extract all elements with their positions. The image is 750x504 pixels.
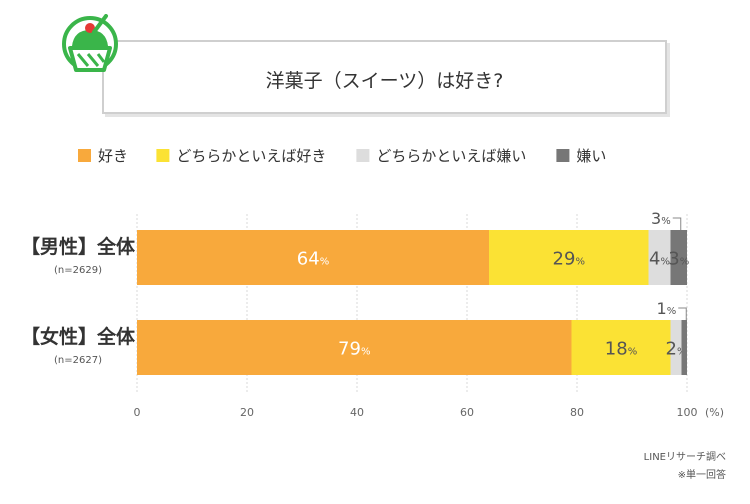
callout-leader-line [672,217,682,230]
callout-label: 1% [657,299,677,318]
legend-swatch [356,149,370,162]
x-tick-label: 0 [134,406,141,419]
bar-segment [489,230,649,285]
bar-segment [571,320,671,375]
legend-swatch [556,149,570,162]
data-label: 64% [297,249,329,270]
legend-label: 嫌い [576,147,606,165]
callout-leader-line [678,307,687,320]
bar-segment [137,320,572,375]
x-tick-label: 20 [240,406,254,419]
answer-type-note: ※単一回答 [677,470,726,481]
chart-title: 洋菓子（スイーツ）は好き? [265,70,504,92]
x-axis-unit: (%) [705,406,724,419]
bar-segment [137,230,489,285]
category-label: 【女性】全体 [21,325,136,348]
sweets-logo-icon [62,14,118,72]
x-tick-label: 100 [677,406,698,419]
data-label: 29% [553,249,585,270]
data-label: 79% [338,339,370,360]
data-label: 4% [649,249,670,270]
callout-label: 3% [651,209,671,228]
bar-segment [648,230,671,285]
legend-swatch [78,149,91,162]
x-tick-label: 80 [570,406,584,419]
category-label: 【男性】全体 [21,235,136,258]
x-tick-label: 60 [460,406,474,419]
category-sample-size: (n=2629) [54,265,102,276]
legend-label: どちらかといえば嫌い [376,147,526,165]
x-tick-label: 40 [350,406,364,419]
bar-segment [681,320,687,375]
category-sample-size: (n=2627) [54,355,102,366]
title-box: 洋菓子（スイーツ）は好き? [102,40,667,114]
source-note: LINEリサーチ調べ [643,452,726,463]
bar-segment [670,230,687,285]
data-label: 18% [605,339,637,360]
legend-swatch [156,149,170,162]
legend-label: どちらかといえば好き [176,147,326,165]
legend-label: 好き [98,147,128,165]
bar-segment [670,320,682,375]
data-label: 3% [668,249,689,270]
